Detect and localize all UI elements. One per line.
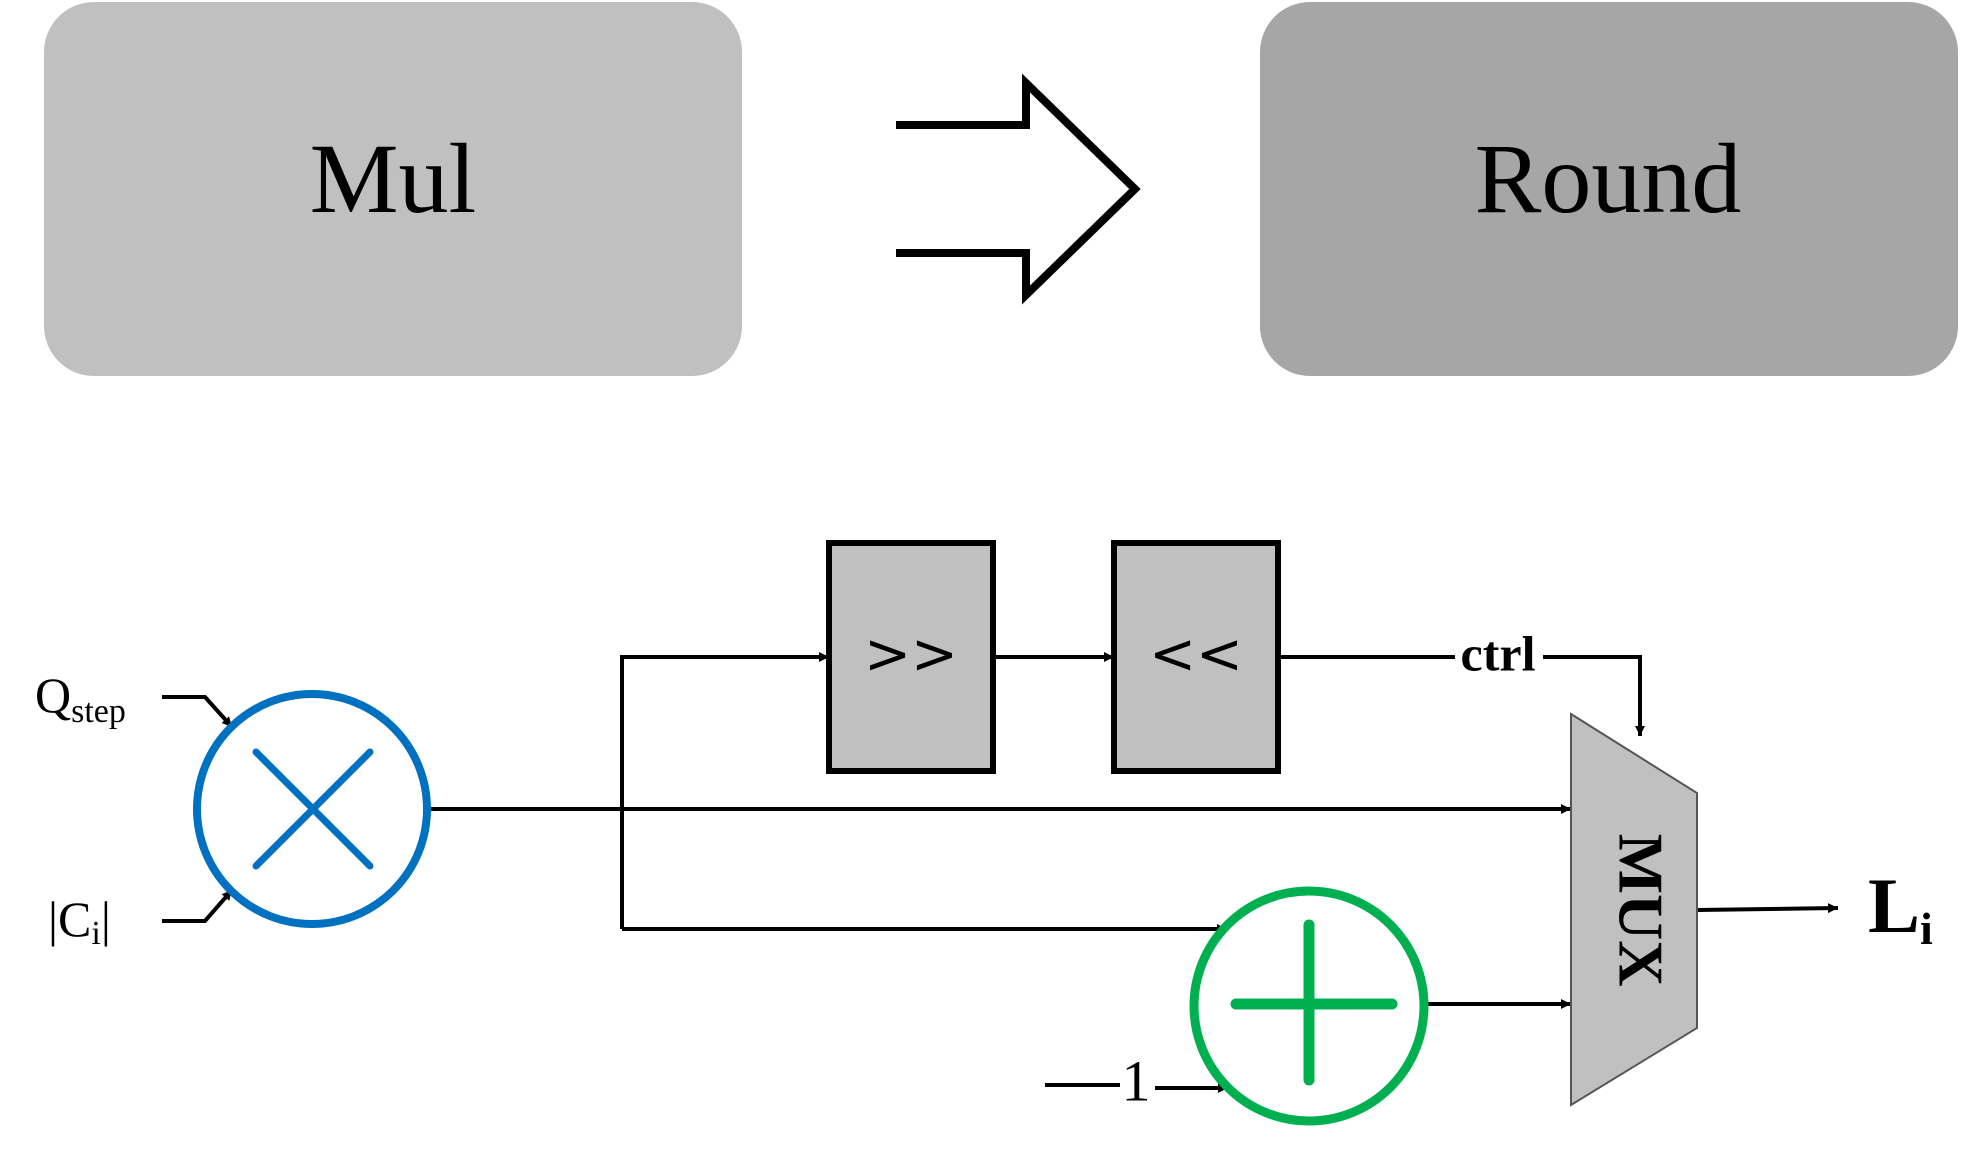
- round-block: [1260, 2, 1958, 376]
- ci-main: |C: [48, 891, 91, 947]
- ctrl-label: ctrl: [1461, 625, 1536, 681]
- ci-subscript: i: [91, 915, 100, 952]
- multiplier-node: [193, 690, 431, 928]
- mux-label: MUX: [1605, 834, 1676, 987]
- minus-one-label: 1: [1122, 1048, 1151, 1113]
- mux-block: [1570, 712, 1698, 1107]
- output-label: Li: [1868, 862, 1933, 954]
- output-main: L: [1868, 862, 1920, 949]
- mul-label: Mul: [310, 123, 477, 234]
- double-arrow-icon: [896, 73, 1141, 305]
- ci-close: |: [101, 891, 111, 947]
- plus-icon: [1230, 919, 1398, 1086]
- qstep-main: Q: [35, 667, 71, 723]
- shift-right-label: >>: [864, 622, 958, 687]
- mul-block: [44, 2, 742, 376]
- qstep-subscript: step: [71, 693, 126, 730]
- round-label: Round: [1475, 123, 1742, 234]
- output-subscript: i: [1920, 903, 1933, 954]
- ci-label: |Ci|: [48, 891, 111, 952]
- shift-left-block: [1111, 540, 1281, 774]
- qstep-label: Qstep: [35, 667, 126, 730]
- adder-node: [1189, 886, 1429, 1126]
- wires: [162, 652, 1839, 1093]
- multiply-icon: [252, 748, 374, 870]
- shift-right-block: [826, 540, 996, 774]
- shift-left-label: <<: [1149, 622, 1243, 687]
